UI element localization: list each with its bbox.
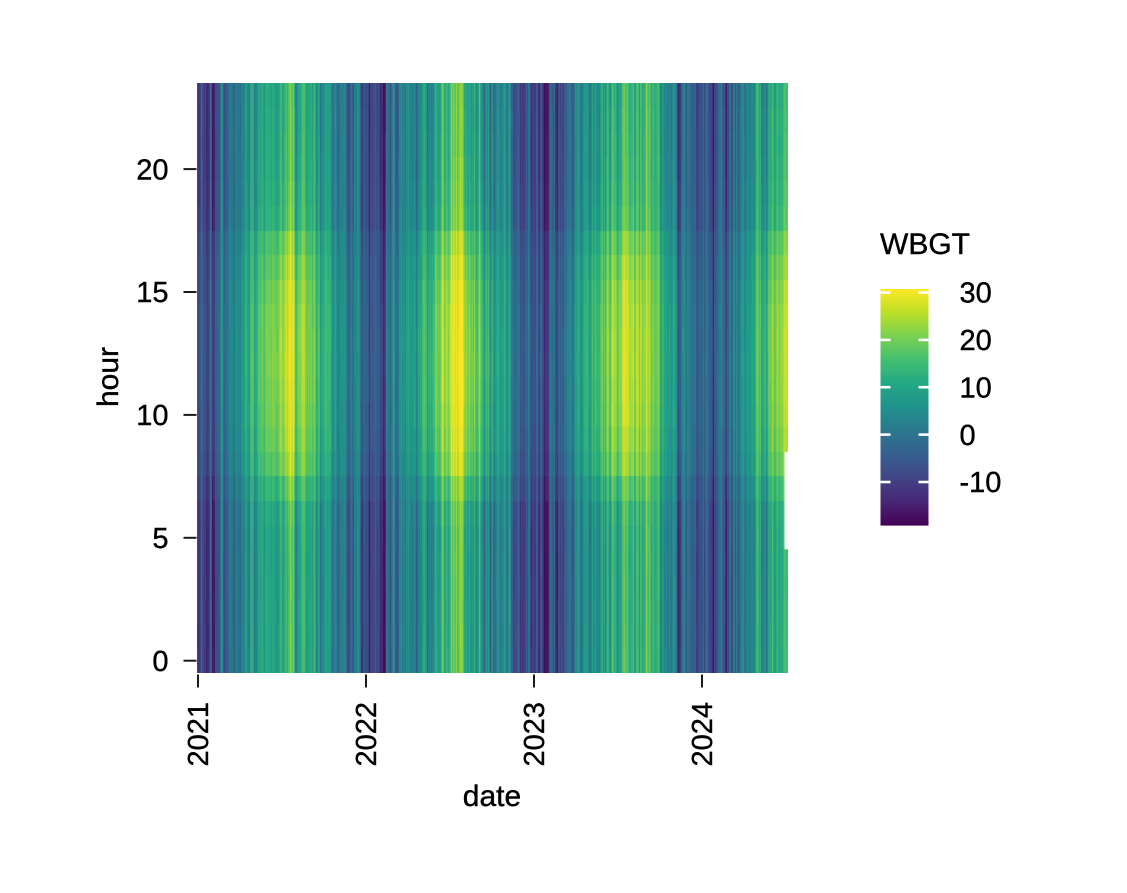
svg-text:2022: 2022 [351, 702, 383, 767]
svg-text:0: 0 [960, 420, 976, 452]
svg-text:hour: hour [92, 347, 125, 407]
svg-text:0: 0 [152, 646, 168, 678]
svg-text:30: 30 [960, 278, 992, 310]
svg-text:WBGT: WBGT [880, 228, 970, 261]
svg-text:20: 20 [136, 154, 168, 186]
svg-text:20: 20 [960, 325, 992, 357]
svg-text:2024: 2024 [687, 702, 719, 767]
svg-text:15: 15 [136, 277, 168, 309]
svg-text:10: 10 [136, 400, 168, 432]
svg-text:-10: -10 [960, 467, 1002, 499]
svg-text:2023: 2023 [519, 702, 551, 767]
svg-text:10: 10 [960, 372, 992, 404]
svg-text:date: date [463, 780, 521, 813]
svg-text:2021: 2021 [183, 702, 215, 767]
svg-text:5: 5 [152, 523, 168, 555]
